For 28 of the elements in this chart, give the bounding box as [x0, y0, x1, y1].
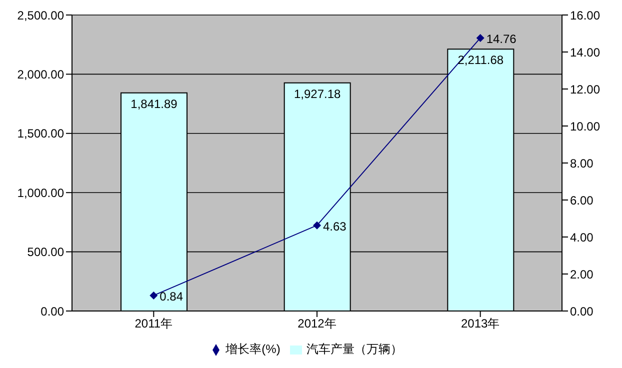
x-tick-label: 2013年	[460, 316, 500, 331]
y2-tick-label: 8.00	[570, 156, 594, 170]
y2-tick-label: 6.00	[570, 193, 594, 208]
point	[150, 291, 158, 300]
y-tick-label: 2,500.00	[17, 8, 64, 22]
y-tick-label: 500.00	[27, 245, 64, 260]
legend-label: 汽车产量（万辆）	[306, 342, 402, 356]
x-tick-label: 2011年	[134, 316, 173, 331]
y2-tick-label: 0.00	[570, 304, 594, 318]
y2-tick-label: 16.00	[570, 8, 600, 22]
legend-label: 增长率(%)	[226, 342, 280, 356]
y2-tick-label: 10.00	[570, 119, 600, 134]
y-tick-label: 2,000.00	[17, 67, 64, 82]
point	[313, 221, 321, 230]
data-label: 1,927.18	[294, 86, 342, 101]
data-label: 0.84	[160, 289, 184, 304]
data-label: 4.63	[323, 219, 347, 234]
y-tick-label: 1,500.00	[17, 126, 64, 141]
point	[476, 34, 484, 42]
y-tick-label: 1,000.00	[17, 186, 64, 200]
y2-tick-label: 2.00	[570, 267, 594, 282]
y2-tick-label: 4.00	[570, 230, 594, 244]
x-tick-label: 2012年	[298, 316, 336, 331]
y2-tick-label: 14.00	[570, 45, 600, 60]
y2-tick-label: 12.00	[570, 82, 600, 96]
y-tick-label: 0.00	[40, 304, 64, 318]
data-label: 1,841.89	[130, 96, 178, 111]
data-label: 14.76	[486, 32, 517, 46]
